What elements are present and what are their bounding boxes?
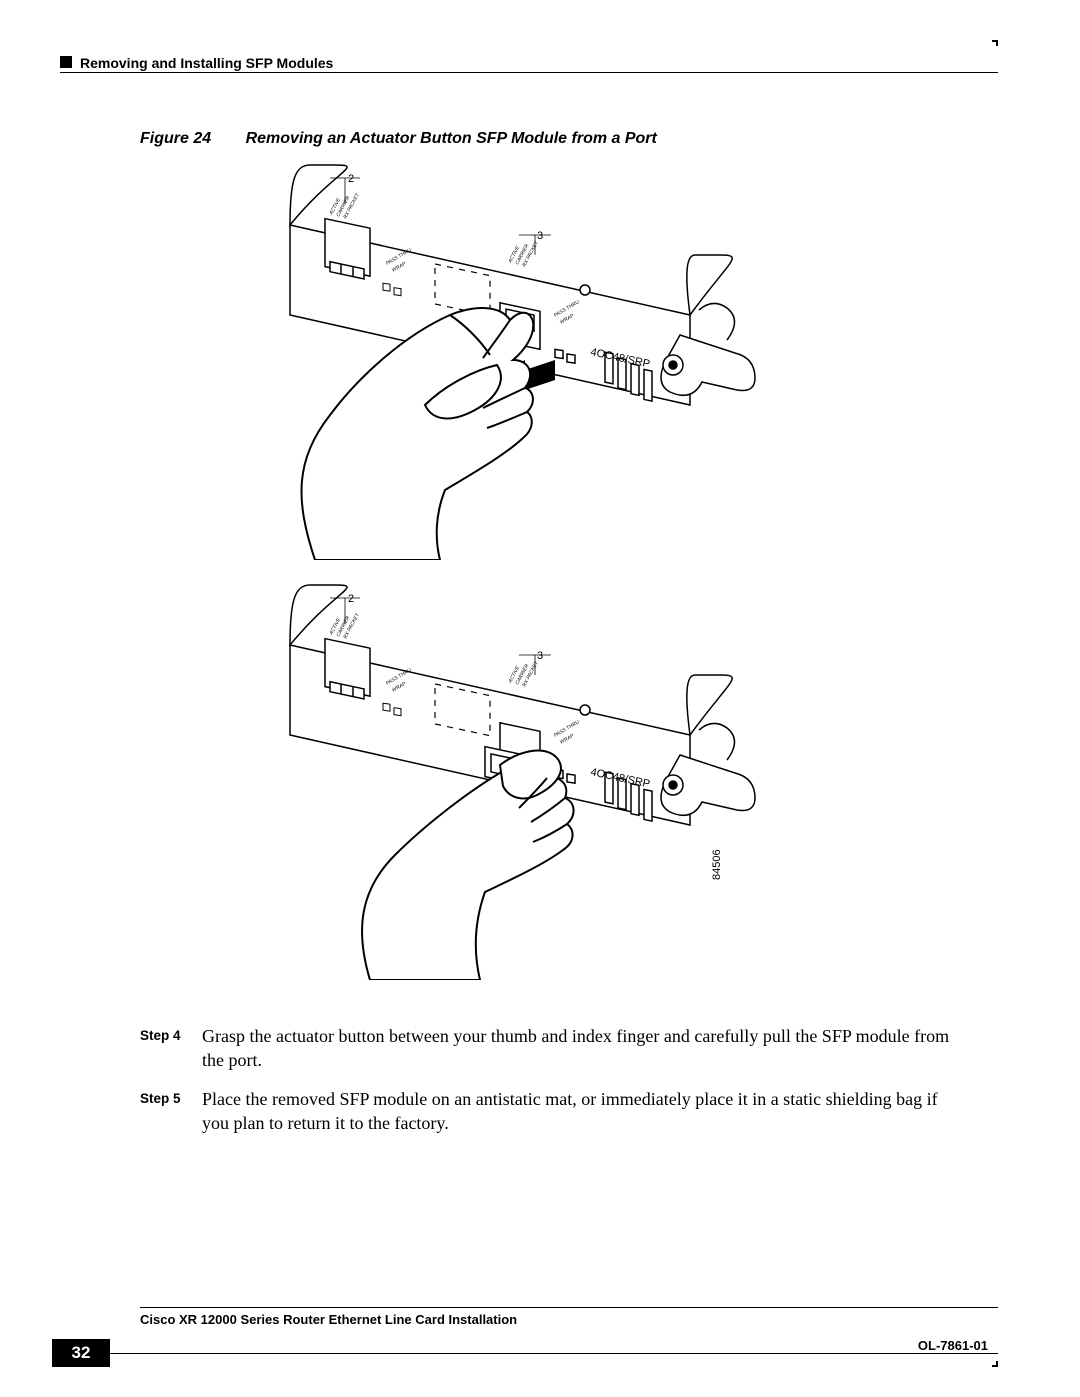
- hand-illustration: [362, 751, 574, 980]
- diagram-panel-pull: 2 3 ACTIVE CARRIER RX PACKET ACTIVE CARR…: [275, 580, 805, 980]
- crop-mark-top-right: [992, 40, 998, 46]
- step-list: Step 4 Grasp the actuator button between…: [140, 1024, 960, 1149]
- doc-id: OL-7861-01: [918, 1338, 988, 1353]
- svg-text:3: 3: [537, 650, 543, 662]
- running-header: Removing and Installing SFP Modules: [80, 55, 333, 71]
- step-text: Place the removed SFP module on an antis…: [202, 1087, 960, 1136]
- footer-doc-title: Cisco XR 12000 Series Router Ethernet Li…: [140, 1312, 998, 1327]
- port-label-2: 2: [348, 173, 354, 185]
- crop-mark-bottom-right: [992, 1361, 998, 1367]
- port-label-3: 3: [537, 230, 543, 242]
- page-footer: Cisco XR 12000 Series Router Ethernet Li…: [52, 1307, 998, 1367]
- section-marker-block: [60, 56, 72, 68]
- step-row: Step 5 Place the removed SFP module on a…: [140, 1087, 960, 1136]
- step-label: Step 5: [140, 1087, 202, 1136]
- step-text: Grasp the actuator button between your t…: [202, 1024, 960, 1073]
- figure-number: Figure 24: [140, 130, 211, 147]
- footer-rule: [140, 1307, 998, 1308]
- step-label: Step 4: [140, 1024, 202, 1073]
- diagram-panel-press: 2 3 ACTIVE CARRIER RX PACKET ACTIVE CARR…: [275, 160, 805, 560]
- document-page: Removing and Installing SFP Modules Figu…: [0, 0, 1080, 1397]
- svg-text:2: 2: [348, 593, 354, 605]
- figure-caption: Figure 24 Removing an Actuator Button SF…: [140, 130, 657, 148]
- figure-area: 2 3 ACTIVE CARRIER RX PACKET ACTIVE CARR…: [275, 160, 805, 980]
- art-number: 84506: [711, 849, 723, 880]
- header-rule: [60, 72, 998, 73]
- hand-illustration: [301, 308, 533, 560]
- footer-strip: [110, 1353, 998, 1367]
- figure-title: Removing an Actuator Button SFP Module f…: [246, 130, 657, 147]
- page-number: 32: [52, 1339, 110, 1367]
- step-row: Step 4 Grasp the actuator button between…: [140, 1024, 960, 1073]
